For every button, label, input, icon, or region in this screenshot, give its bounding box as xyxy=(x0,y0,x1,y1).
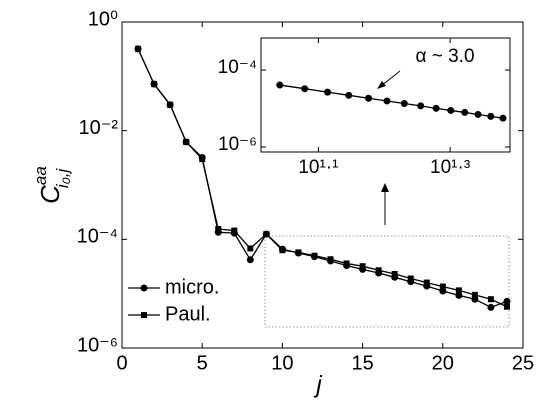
marker xyxy=(503,303,510,310)
x-tick-label: 25 xyxy=(512,352,534,374)
marker xyxy=(276,81,284,89)
main-plot: 0 5 10 15 20 25 10⁻⁶ 10⁻⁴ 10⁻² 10⁰ micro. Paul. xyxy=(77,8,535,374)
marker xyxy=(391,271,398,278)
marker xyxy=(135,45,142,52)
marker xyxy=(246,256,254,264)
marker xyxy=(141,312,147,318)
annotation: α ~ 3.0 xyxy=(415,46,474,67)
x-tick-label: 10¹·³ xyxy=(430,157,470,178)
x-tick-label: 15 xyxy=(351,352,373,374)
y-label-sup: aa xyxy=(31,166,50,185)
marker xyxy=(247,245,254,252)
x-tick-label: 5 xyxy=(197,352,208,374)
marker xyxy=(499,114,507,122)
marker xyxy=(215,225,222,232)
y-tick-label: 10⁻⁶ xyxy=(77,334,118,356)
inset-background xyxy=(261,38,510,152)
marker xyxy=(324,88,332,96)
marker xyxy=(407,275,414,282)
plot-area xyxy=(134,45,511,311)
marker xyxy=(439,283,446,290)
marker xyxy=(231,227,238,234)
y-tick-label: 10⁰ xyxy=(88,8,118,30)
marker xyxy=(343,260,350,267)
y-tick-label: 10⁻⁶ xyxy=(218,134,257,155)
y-tick-label: 10⁻² xyxy=(79,117,119,139)
y-label-base: C xyxy=(35,185,65,204)
annotation-arrow xyxy=(380,70,401,87)
marker xyxy=(295,249,302,256)
y-tick-label: 10⁻⁴ xyxy=(77,226,118,248)
zoom-region xyxy=(264,235,510,328)
marker xyxy=(327,256,334,263)
marker xyxy=(301,85,309,93)
marker xyxy=(471,291,478,298)
marker xyxy=(417,102,425,110)
marker xyxy=(199,156,206,163)
marker xyxy=(455,291,463,299)
marker xyxy=(487,296,494,303)
x-axis-label: j xyxy=(313,371,322,398)
marker xyxy=(263,231,270,238)
marker xyxy=(432,104,440,112)
marker xyxy=(365,94,373,102)
marker xyxy=(400,99,408,107)
y-label-sub: i₀,j xyxy=(53,167,72,188)
marker xyxy=(345,91,353,99)
legend-label: micro. xyxy=(165,276,219,298)
marker xyxy=(383,97,391,105)
marker xyxy=(183,138,190,145)
plot-area xyxy=(276,81,507,122)
marker xyxy=(503,297,511,305)
marker xyxy=(311,252,318,259)
annotation-arrow-head xyxy=(377,81,386,89)
marker xyxy=(359,263,366,270)
inset-plot: 10¹·¹ 10¹·³ 10⁻⁶ 10⁻⁴ xyxy=(218,37,511,178)
x-tick-label: 20 xyxy=(432,352,454,374)
marker xyxy=(455,287,462,294)
marker xyxy=(487,303,495,311)
x-tick-label: 10 xyxy=(271,352,293,374)
marker xyxy=(423,279,430,286)
marker xyxy=(487,112,495,120)
marker xyxy=(167,101,174,108)
legend-label: Paul. xyxy=(165,303,211,325)
marker xyxy=(461,108,469,116)
x-tick-label: 10¹·¹ xyxy=(298,157,338,178)
marker xyxy=(140,284,148,292)
marker xyxy=(151,81,158,88)
axes-box xyxy=(121,21,524,349)
y-axis-label: Caa i₀,j xyxy=(31,166,72,204)
marker xyxy=(279,247,286,254)
axes-box xyxy=(260,37,511,153)
zoom-arrow-head xyxy=(381,183,389,192)
y-tick-label: 10⁻⁴ xyxy=(218,57,257,78)
marker xyxy=(474,110,482,118)
marker xyxy=(375,267,382,274)
x-tick-label: 0 xyxy=(116,352,127,374)
marker xyxy=(447,106,455,114)
